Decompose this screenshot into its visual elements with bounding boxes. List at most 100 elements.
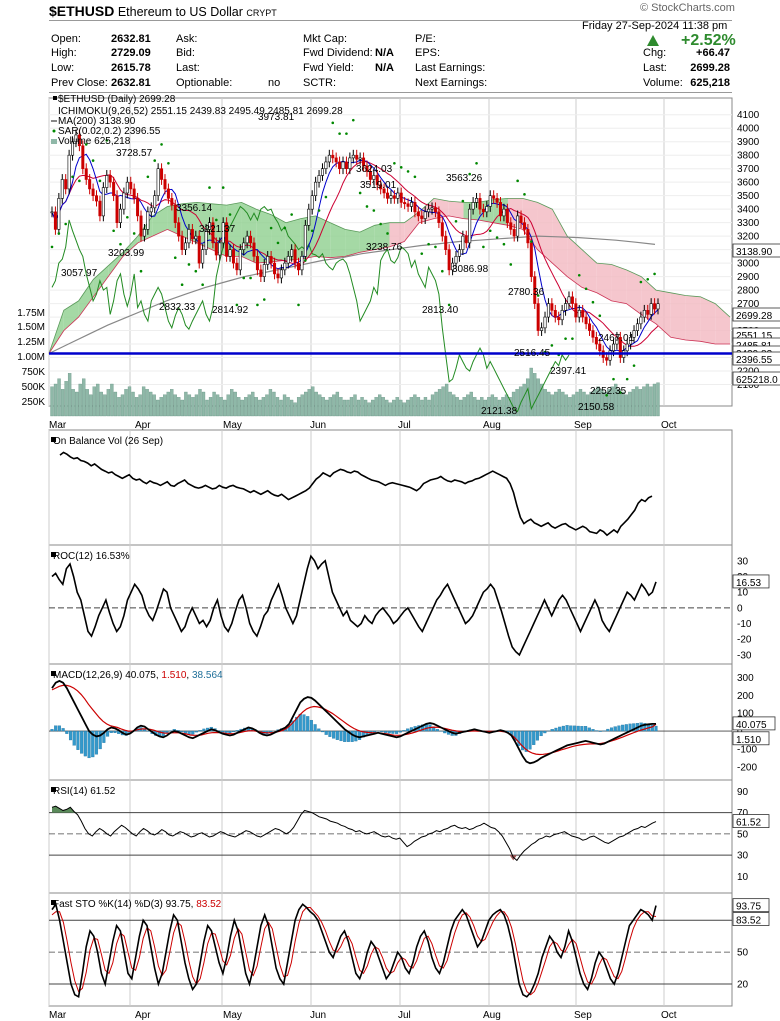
ichimoku-cloud-segment [345,229,360,257]
volume-bar [529,367,533,417]
volume-bar [564,394,569,417]
y-tick-label: 10 [737,872,749,883]
price-body [60,179,64,199]
macd-histogram-bar [609,727,614,732]
volume-bar [395,397,399,417]
sar-dot [64,222,67,226]
volume-bar [363,399,368,417]
volume-bar [525,378,530,417]
price-axis-tag-box [732,371,780,386]
volume-bar [222,399,227,417]
legend-swatch-sar [52,129,56,133]
price-body [379,184,383,190]
price-body [495,198,499,203]
price-body [266,256,270,265]
volume-bar [314,391,318,417]
quote-label: Last: [643,62,667,74]
y-tick-label: 90 [737,787,749,798]
sto-d-axis-tag: 83.52 [732,912,770,927]
volume-bar [349,397,354,417]
price-body [293,249,297,264]
sar-dot [228,213,232,216]
y-tick-label: -30 [737,650,752,661]
legend-ma200: MA(200) 3138.90 [58,116,136,127]
price-body [338,161,342,169]
price-body [536,303,540,331]
price-body [255,256,259,271]
macd-histogram-bar [343,730,347,742]
macd-histogram-bar [580,726,584,732]
ichimoku-cloud-segment [537,202,553,264]
price-level-label: 2780.36 [508,287,545,298]
macd-histogram-bar [395,730,399,734]
price-body [557,316,561,321]
macd-signal-axis-tag: 1.510 [732,731,770,746]
x-tick-label: Sep [574,420,592,431]
price-body [365,165,369,172]
price-body [492,195,496,199]
macd-histogram-bar [228,730,232,734]
volume-bar [374,397,378,417]
volume-bar [219,397,223,417]
x-tick-label: Jul [398,420,411,431]
volume-bar [515,389,519,417]
header-divider [49,20,732,21]
volume-tick-label: 250K [22,397,46,408]
price-body [577,310,581,318]
price-body [543,316,547,329]
price-body [485,206,489,213]
y-tick-label: 30 [737,556,749,567]
volume-bar [504,394,509,417]
volume-bar [360,397,364,417]
price-axis-tag-box [732,351,780,366]
price-body [574,303,578,318]
price-level-label: 3057.97 [61,268,98,279]
volume-tick-label: 1.25M [17,337,45,348]
quote-label: Fwd Yield: [303,62,354,74]
sar-dot [612,377,615,381]
macd-histogram-bar [558,726,562,732]
price-body [228,249,232,257]
volume-bar [437,389,442,417]
macd-histogram-bar [569,725,573,732]
volume-bar [501,397,505,417]
volume-bar [381,397,385,417]
price-body [526,229,530,244]
volume-tick-label: 1.50M [17,322,45,333]
quote-value: 625,218 [690,77,730,89]
rsi-line [51,805,657,862]
volume-bar [561,391,565,417]
price-body [269,256,273,264]
price-body [118,208,122,223]
x-tick-label: Oct [661,1010,677,1021]
volume-bar [617,389,621,417]
volume-bar [585,394,590,417]
ichimoku-cloud-segment [108,252,124,277]
price-body [430,207,434,210]
volume-tick-label: 500K [22,382,46,393]
price-level-label: 2252.35 [590,386,627,397]
price-body [173,204,177,223]
macd-histogram-bar [191,730,195,735]
sto-k-line [51,902,657,999]
macd-histogram-bar [650,724,654,732]
price-body [307,208,311,226]
sto-title-part: Fast STO %K(14) %D(3) 93.75, [53,899,196,910]
volume-bar [57,378,61,417]
rsi-axis-tag: 61.52 [732,814,770,829]
sar-dot [399,166,403,169]
price-body [632,330,636,338]
sar-dot [488,229,492,233]
x-tick-label: Sep [574,1010,592,1021]
price-body [225,222,229,257]
volume-bar [103,394,107,417]
macd-histogram-bar [643,723,647,732]
volume-bar [226,394,230,417]
volume-bar [614,383,618,417]
macd-histogram-bar [565,725,569,732]
sar-dot [180,283,184,286]
volume-bar [184,391,188,417]
price-body [386,192,390,199]
x-tick-label: Apr [135,1010,151,1021]
y-tick-label: 3200 [737,232,760,243]
